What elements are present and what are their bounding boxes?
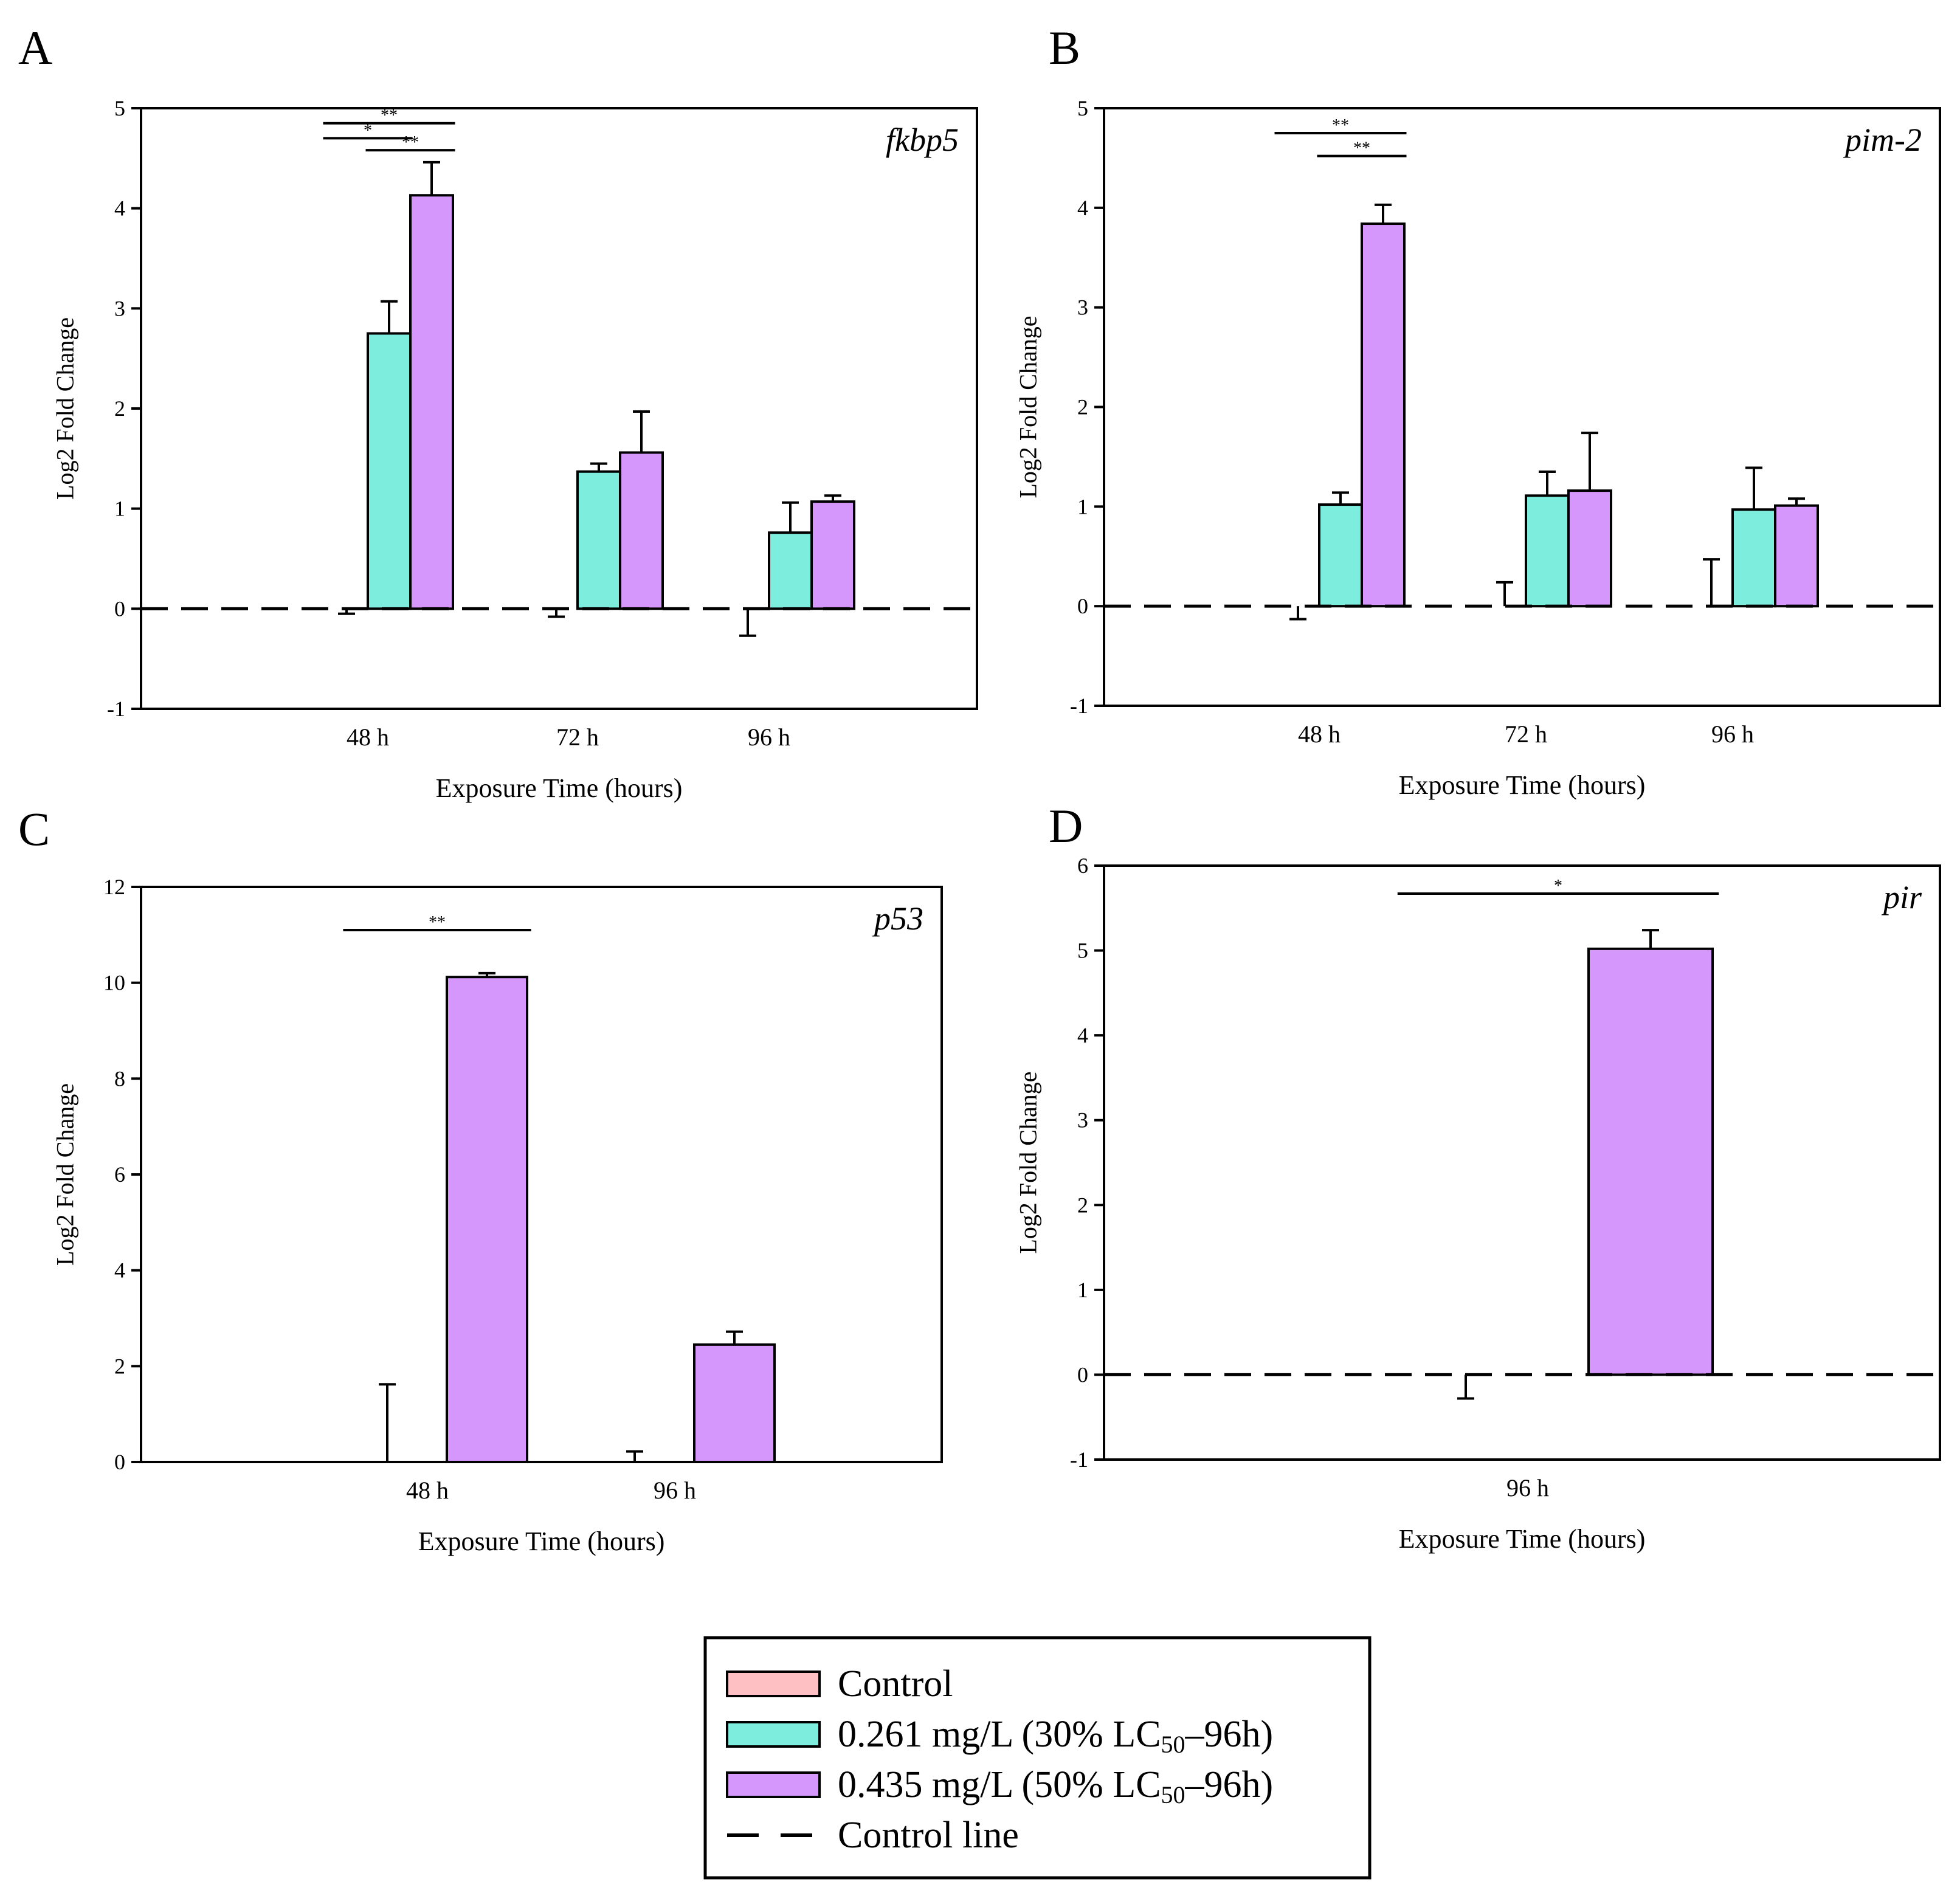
- panel-C: C 0 2 4 6 8 10 12 Exposure Time (hours) Log2 Fold…: [18, 802, 943, 1556]
- y-tick-label: -1: [1070, 694, 1088, 718]
- significance-label: **: [381, 106, 398, 125]
- bar-high: [1361, 222, 1406, 608]
- x-axis-title: Exposure Time (hours): [418, 1526, 665, 1556]
- gene-label: pir: [1881, 879, 1922, 915]
- y-tick-label: 12: [103, 875, 125, 899]
- bar-low: [576, 470, 621, 610]
- y-tick-label: 4: [114, 1258, 125, 1283]
- bar-high: [1587, 947, 1714, 1376]
- panel-label: B: [1049, 21, 1080, 74]
- x-axis-title: Exposure Time (hours): [436, 773, 683, 803]
- legend-label: Control: [838, 1663, 953, 1705]
- x-tick-label: 96 h: [1711, 720, 1754, 748]
- panel-label: A: [18, 21, 52, 74]
- y-tick-label: 0: [114, 596, 125, 621]
- x-tick-label: 96 h: [654, 1477, 696, 1504]
- legend-swatch-control: [726, 1671, 821, 1697]
- y-tick-label: 1: [1077, 494, 1088, 519]
- y-axis-title: Log2 Fold Change: [1015, 316, 1042, 498]
- bar-low: [768, 531, 813, 610]
- y-tick-label: 10: [103, 971, 125, 995]
- bar-low: [1318, 503, 1363, 608]
- plot-frame: [1103, 107, 1941, 707]
- x-tick-label: 72 h: [1505, 720, 1547, 748]
- y-tick-label: -1: [1070, 1447, 1088, 1472]
- bar-high: [1774, 504, 1819, 608]
- significance-label: **: [429, 913, 446, 932]
- bar-high: [446, 976, 528, 1463]
- y-tick-label: 1: [1077, 1278, 1088, 1302]
- legend-swatch-low: [726, 1721, 821, 1748]
- x-tick-label: 96 h: [748, 723, 790, 751]
- y-tick-label: 2: [1077, 1193, 1088, 1217]
- significance-label: *: [364, 121, 372, 140]
- legend-swatch-high: [726, 1771, 821, 1798]
- bar-high: [810, 500, 855, 610]
- y-tick-label: 5: [1077, 96, 1088, 120]
- bar-high: [409, 194, 454, 610]
- y-axis-title: Log2 Fold Change: [1015, 1072, 1042, 1254]
- panel-A: A -1 0 1 2 3 4 5 Exposure Time (hours) Log2 Fold …: [18, 21, 978, 803]
- panel-label: D: [1049, 799, 1083, 852]
- y-tick-label: 3: [114, 296, 125, 320]
- plot-frame: [1103, 864, 1941, 1461]
- bar-low: [367, 332, 412, 610]
- x-tick-label: 48 h: [406, 1477, 449, 1504]
- gene-label: pim-2: [1843, 122, 1922, 158]
- gene-label: p53: [872, 900, 923, 937]
- significance-label: **: [1353, 139, 1370, 158]
- y-tick-label: 5: [1077, 939, 1088, 963]
- y-tick-label: 6: [114, 1162, 125, 1187]
- y-tick-label: 8: [114, 1066, 125, 1091]
- y-tick-label: 2: [1077, 395, 1088, 419]
- x-axis-title: Exposure Time (hours): [1399, 1524, 1646, 1554]
- x-tick-label: 96 h: [1506, 1474, 1549, 1502]
- y-tick-label: 4: [1077, 1023, 1088, 1047]
- significance-label: *: [1554, 877, 1562, 895]
- y-tick-label: 3: [1077, 1108, 1088, 1133]
- panel-B: B -1 0 1 2 3 4 5 Exposure Time (hours) Log2 Fold …: [1015, 21, 1941, 800]
- legend-label: 0.261 mg/L (30% LC50–96h): [838, 1714, 1273, 1758]
- panel-D: D -1 0 1 2 3 4 5 6 Exposure Time (hours) Log2 Fold…: [1015, 799, 1941, 1554]
- y-tick-label: 5: [114, 96, 125, 120]
- x-tick-label: 72 h: [556, 723, 599, 751]
- bar-low: [1525, 494, 1570, 608]
- y-tick-label: 2: [114, 1354, 125, 1378]
- y-axis-title: Log2 Fold Change: [52, 1083, 79, 1266]
- y-tick-label: -1: [107, 697, 125, 721]
- y-tick-label: 2: [114, 396, 125, 421]
- y-axis-title: Log2 Fold Change: [52, 317, 79, 500]
- x-axis-title: Exposure Time (hours): [1399, 770, 1646, 800]
- panel-label: C: [18, 802, 50, 855]
- y-tick-label: 4: [1077, 196, 1088, 220]
- x-tick-label: 48 h: [347, 723, 389, 751]
- y-tick-label: 4: [114, 196, 125, 221]
- y-tick-label: 6: [1077, 853, 1088, 878]
- y-tick-label: 0: [114, 1450, 125, 1474]
- plot-frame: [140, 107, 978, 710]
- bar-low: [1731, 508, 1776, 608]
- bar-high: [693, 1343, 776, 1464]
- bar-high: [619, 451, 664, 610]
- y-tick-label: 0: [1077, 1362, 1088, 1387]
- significance-label: **: [1332, 116, 1349, 135]
- significance-label: **: [402, 133, 419, 152]
- y-tick-label: 1: [114, 497, 125, 521]
- y-tick-label: 3: [1077, 295, 1088, 320]
- gene-label: fkbp5: [886, 122, 959, 158]
- legend-label: Control line: [838, 1815, 1019, 1856]
- x-tick-label: 48 h: [1298, 720, 1341, 748]
- plot-frame: [140, 886, 943, 1463]
- bar-high: [1567, 489, 1612, 608]
- legend: Control 0.261 mg/L (30% LC50–96h) 0.435 mg…: [703, 1636, 1372, 1880]
- y-tick-label: 0: [1077, 594, 1088, 618]
- legend-label: 0.435 mg/L (50% LC50–96h): [838, 1764, 1273, 1809]
